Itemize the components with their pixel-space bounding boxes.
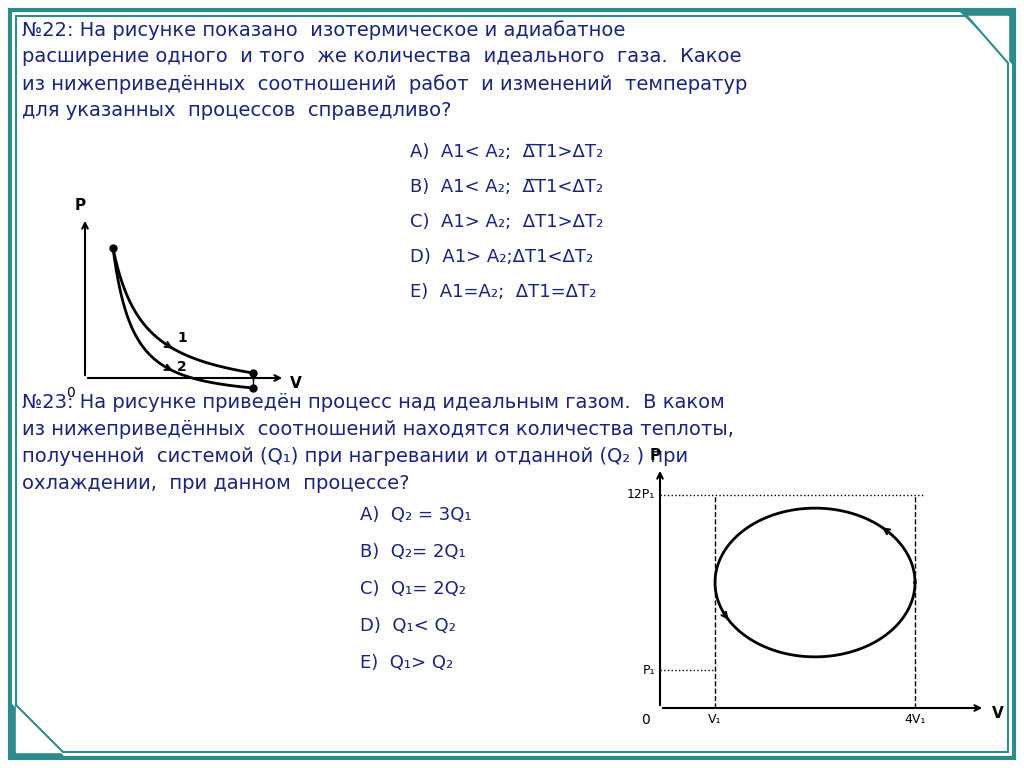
Text: охлаждении,  при данном  процессе?: охлаждении, при данном процессе?	[22, 474, 410, 493]
Text: A)  Q₂ = 3Q₁: A) Q₂ = 3Q₁	[360, 506, 472, 524]
Text: C)  Q₁= 2Q₂: C) Q₁= 2Q₂	[360, 580, 466, 598]
Text: расширение одного  и того  же количества  идеального  газа.  Какое: расширение одного и того же количества и…	[22, 47, 741, 66]
Text: B)  Q₂= 2Q₁: B) Q₂= 2Q₁	[360, 543, 466, 561]
Text: V: V	[992, 706, 1004, 720]
Text: E)  A1=A₂;  ΔT1=ΔT₂: E) A1=A₂; ΔT1=ΔT₂	[410, 283, 596, 301]
Text: из нижеприведённых  соотношений  работ  и изменений  температур: из нижеприведённых соотношений работ и и…	[22, 74, 748, 94]
Text: A)  A1< A₂;  Δ̅T1>ΔT₂: A) A1< A₂; Δ̅T1>ΔT₂	[410, 143, 603, 161]
Text: V: V	[290, 376, 302, 390]
Text: E)  Q₁> Q₂: E) Q₁> Q₂	[360, 654, 454, 672]
Text: №23: На рисунке приведён процесс над идеальным газом.  В каком: №23: На рисунке приведён процесс над иде…	[22, 393, 725, 412]
Text: P: P	[75, 198, 86, 213]
Text: для указанных  процессов  справедливо?: для указанных процессов справедливо?	[22, 101, 452, 120]
Text: C)  A1> A₂;  ΔT1>ΔT₂: C) A1> A₂; ΔT1>ΔT₂	[410, 213, 603, 231]
Text: 4V₁: 4V₁	[904, 713, 926, 726]
Text: 0: 0	[641, 713, 650, 727]
Text: 2: 2	[177, 360, 187, 374]
Text: из нижеприведённых  соотношений находятся количества теплоты,: из нижеприведённых соотношений находятся…	[22, 420, 734, 439]
Text: D)  A1> A₂;ΔT1<ΔT₂: D) A1> A₂;ΔT1<ΔT₂	[410, 248, 593, 266]
Text: №22: На рисунке показано  изотермическое и адиабатное: №22: На рисунке показано изотермическое …	[22, 20, 626, 40]
Text: P: P	[649, 448, 660, 463]
Polygon shape	[959, 10, 1014, 65]
Polygon shape	[10, 703, 65, 758]
Text: P₁: P₁	[642, 664, 655, 677]
Text: 1: 1	[177, 331, 187, 346]
Text: 12P₁: 12P₁	[627, 488, 655, 502]
Text: D)  Q₁< Q₂: D) Q₁< Q₂	[360, 617, 456, 635]
Text: 0: 0	[67, 386, 75, 400]
Text: V₁: V₁	[709, 713, 722, 726]
Text: полученной  системой (Q₁) при нагревании и отданной (Q₂ ) при: полученной системой (Q₁) при нагревании …	[22, 447, 688, 466]
Polygon shape	[16, 705, 63, 752]
Polygon shape	[967, 16, 1008, 63]
Text: B)  A1< A₂;  Δ̅T1<ΔT₂: B) A1< A₂; Δ̅T1<ΔT₂	[410, 178, 603, 196]
